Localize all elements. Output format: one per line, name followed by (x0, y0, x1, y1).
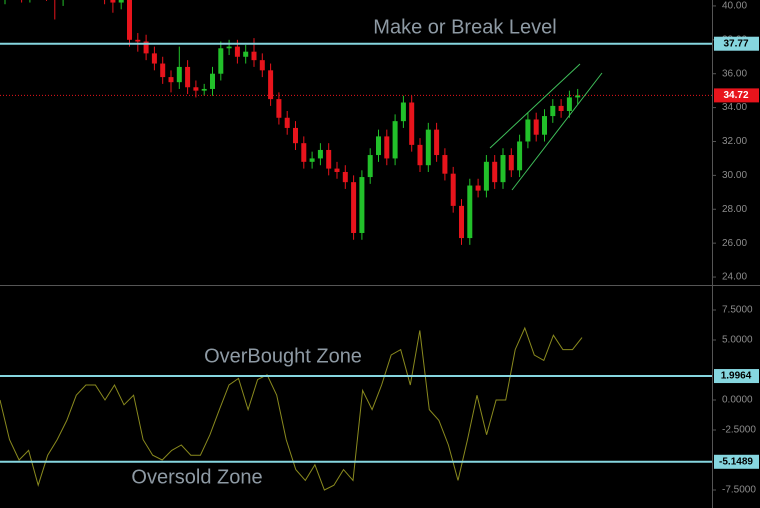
candle-body (110, 0, 116, 3)
y-tick-label: 26.00 (722, 238, 747, 249)
level-box (714, 36, 759, 51)
candle-body (193, 87, 199, 91)
candle-body (483, 161, 489, 191)
candle-body (268, 70, 274, 100)
candle-body (475, 185, 481, 191)
candle-body (459, 205, 464, 239)
candle-body (234, 46, 240, 57)
channel-line (511, 72, 603, 191)
y-tick-label: 36.00 (722, 68, 747, 79)
annotation: Make or Break Level (373, 16, 556, 38)
candle-body (284, 117, 290, 128)
candle-body (542, 116, 547, 135)
candle-body (143, 41, 149, 54)
candle-body (259, 60, 265, 71)
candle-body (118, 0, 124, 3)
candle-body (442, 155, 448, 174)
candle-body (558, 105, 564, 111)
candle-body (176, 66, 182, 83)
level-label: 1.9964 (721, 371, 752, 382)
candle-body (210, 73, 215, 89)
candle-body (226, 46, 232, 49)
candle-body (301, 143, 307, 162)
candle-body (127, 0, 132, 40)
candle-body (492, 161, 498, 183)
last-price-box (714, 88, 759, 103)
candle-body (293, 127, 298, 144)
price-panel (0, 0, 712, 245)
y-tick-label: 32.00 (722, 136, 747, 147)
candle-body (517, 141, 523, 171)
oscillator-panel (0, 326, 712, 491)
annotation: OverBought Zone (204, 345, 362, 367)
candle-body (309, 158, 315, 162)
candle-body (450, 173, 456, 206)
annotation: Oversold Zone (131, 466, 262, 488)
candle-body (251, 51, 257, 61)
channel-line (489, 63, 581, 149)
y-tick-label: 28.00 (722, 204, 747, 215)
candle-body (566, 97, 572, 111)
y-tick-label: 24.00 (722, 272, 747, 283)
candle-body (434, 129, 440, 156)
candle-body (367, 155, 373, 178)
candle-body (160, 63, 166, 78)
candle-body (359, 177, 365, 233)
candle-body (276, 99, 282, 118)
candle-body (425, 129, 431, 166)
candle-body (185, 66, 191, 88)
y-tick-label: 40.00 (722, 1, 747, 12)
candle-body (392, 121, 398, 159)
candle-body (384, 136, 390, 159)
candle-body (135, 39, 141, 42)
axes: 34.7240.0038.0036.0034.0032.0030.0028.00… (131, 1, 759, 496)
level-box (714, 369, 759, 384)
candle-body (500, 155, 506, 183)
candle-body (508, 155, 514, 171)
candle-body (575, 95, 581, 98)
level-label: 37.77 (723, 38, 748, 49)
candle-body (417, 144, 423, 166)
level-label: -5.1489 (719, 456, 753, 467)
level-box (714, 454, 759, 469)
last-price-label: 34.72 (723, 90, 748, 101)
y-tick-label: 0.0000 (722, 395, 753, 406)
candle-body (168, 77, 174, 83)
candle-body (533, 119, 539, 135)
oscillator-line (0, 326, 583, 491)
candle-body (409, 102, 415, 145)
candle-body (525, 119, 531, 142)
candle-body (400, 102, 406, 122)
candle-body (351, 182, 357, 233)
candle-body (317, 149, 323, 159)
candle-body (151, 53, 157, 64)
candle-body (201, 88, 207, 91)
candle-body (376, 136, 381, 156)
candle-body (326, 149, 332, 169)
y-tick-label: 30.00 (722, 170, 747, 181)
y-tick-label: -7.5000 (722, 485, 756, 496)
y-tick-label: 34.00 (722, 102, 747, 113)
candle-body (218, 48, 224, 74)
candle-body (334, 168, 340, 172)
y-tick-label: 7.5000 (722, 305, 753, 316)
candle-body (342, 171, 348, 183)
candle-body (243, 51, 249, 57)
y-tick-label: 5.0000 (722, 335, 753, 346)
candle-body (467, 185, 473, 239)
candle-body (550, 105, 556, 117)
y-tick-label: -2.5000 (722, 425, 756, 436)
